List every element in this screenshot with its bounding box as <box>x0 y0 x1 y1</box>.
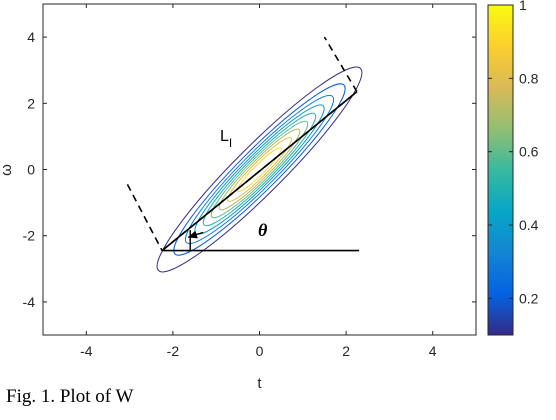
x-tick-label: 2 <box>342 343 350 359</box>
contour-line <box>237 147 282 192</box>
angle-arrow-head <box>188 230 198 239</box>
colorbar <box>487 4 514 336</box>
plot-frame <box>42 3 477 336</box>
length-label-subscript: I <box>229 136 232 150</box>
contour-lines <box>156 66 363 273</box>
contour-line <box>173 83 346 256</box>
colorbar-ticks: 0.2 0.4 0.6 0.8 1 <box>488 0 539 306</box>
contour-line <box>184 94 335 245</box>
x-axis-label: t <box>257 375 262 392</box>
x-tick-label: -4 <box>80 343 93 359</box>
colorbar-tick-label: 0.6 <box>519 144 539 160</box>
length-label-main: L <box>220 128 229 145</box>
dashed-length-bracket <box>161 91 358 252</box>
y-axis-label: ω <box>0 164 15 176</box>
theta-label: θ <box>258 220 268 240</box>
axis-ticks: -4 -2 0 2 4 -4 -2 0 2 4 <box>23 4 476 359</box>
dashed-length-bracket <box>126 184 163 251</box>
y-tick-label: -2 <box>23 228 36 244</box>
colorbar-tick-label: 0.2 <box>519 290 539 306</box>
x-tick-label: 4 <box>429 343 437 359</box>
colorbar-tick-label: 1 <box>519 0 527 13</box>
x-tick-label: -2 <box>167 343 180 359</box>
y-tick-label: 0 <box>27 162 35 178</box>
contour-line <box>156 66 363 273</box>
y-tick-label: 4 <box>27 29 35 45</box>
figure-caption: Fig. 1. Plot of W <box>6 386 134 407</box>
contour-line <box>210 120 309 219</box>
y-tick-label: 2 <box>27 95 35 111</box>
colorbar-tick-label: 0.4 <box>519 217 539 233</box>
length-label: LI <box>220 128 232 150</box>
colorbar-tick-label: 0.8 <box>519 70 539 86</box>
contour-line <box>202 112 317 227</box>
x-tick-label: 0 <box>256 343 264 359</box>
dashed-length-bracket <box>323 36 358 93</box>
annotations <box>126 36 360 252</box>
y-tick-label: -4 <box>23 294 36 310</box>
contour-line <box>227 137 292 202</box>
contour-line <box>218 128 301 211</box>
